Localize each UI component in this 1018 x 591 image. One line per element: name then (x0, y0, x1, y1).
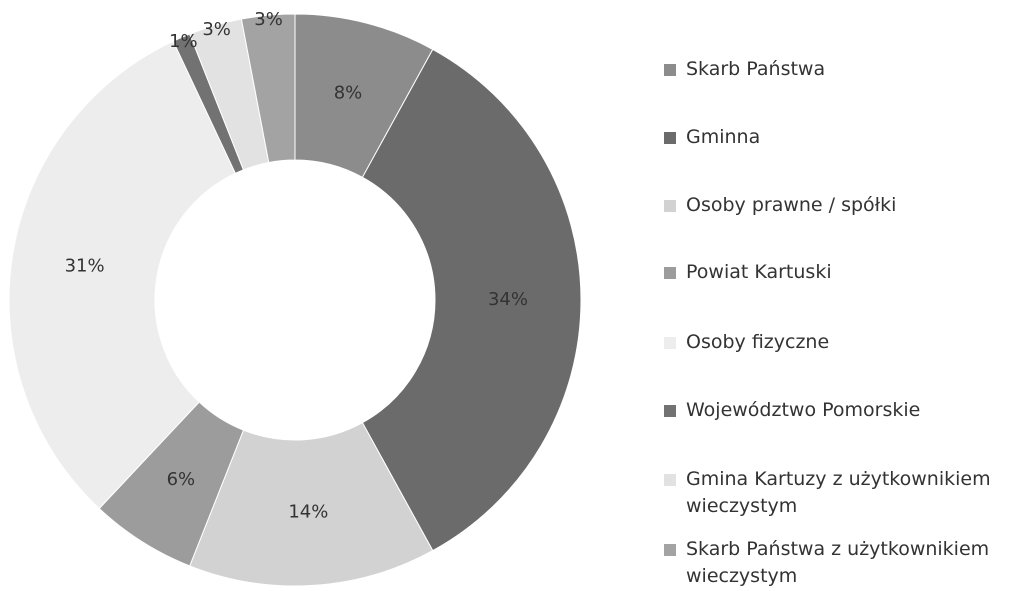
legend-swatch (664, 267, 676, 279)
legend-item: Gmina Kartuzy z użytkownikiem wieczystym (664, 466, 1014, 520)
legend-item: Osoby prawne / spółki (664, 192, 1014, 219)
data-label: 14% (288, 502, 328, 523)
legend-label: Gmina Kartuzy z użytkownikiem wieczystym (686, 468, 991, 517)
slice (8, 40, 237, 510)
slice (361, 48, 582, 552)
legend-item: Skarb Państwa z użytkownikiem wieczystym (664, 536, 1014, 590)
legend-swatch (664, 200, 676, 212)
legend-label: Gminna (686, 126, 761, 148)
slice (189, 422, 434, 587)
slice (240, 13, 296, 164)
legend-item: Skarb Państwa (664, 56, 1014, 83)
legend-swatch (664, 337, 676, 349)
legend-label: Powiat Kartuski (686, 261, 832, 283)
data-label: 34% (488, 289, 528, 310)
data-label: 3% (254, 9, 283, 30)
legend-item: Gminna (664, 124, 1014, 151)
legend-label: Województwo Pomorskie (686, 399, 921, 421)
legend-item: Województwo Pomorskie (664, 397, 1014, 424)
legend-label: Skarb Państwa (686, 58, 826, 80)
legend-label: Osoby prawne / spółki (686, 194, 897, 216)
data-label: 31% (65, 256, 105, 277)
legend-swatch (664, 64, 676, 76)
legend-label: Skarb Państwa z użytkownikiem wieczystym (686, 538, 990, 587)
legend-item: Powiat Kartuski (664, 259, 1014, 286)
legend-swatch (664, 405, 676, 417)
legend-swatch (664, 544, 676, 556)
legend-swatch (664, 132, 676, 144)
legend-item: Osoby fizyczne (664, 329, 1014, 356)
donut: 8%34%14%6%31%1%3% 3% (8, 9, 582, 587)
data-label: 6% (167, 469, 196, 490)
legend-swatch (664, 474, 676, 486)
data-label: 8% (334, 83, 363, 104)
data-label: 1% (169, 31, 198, 52)
legend-label: Osoby fizyczne (686, 331, 830, 353)
data-label: 3% (202, 19, 231, 40)
